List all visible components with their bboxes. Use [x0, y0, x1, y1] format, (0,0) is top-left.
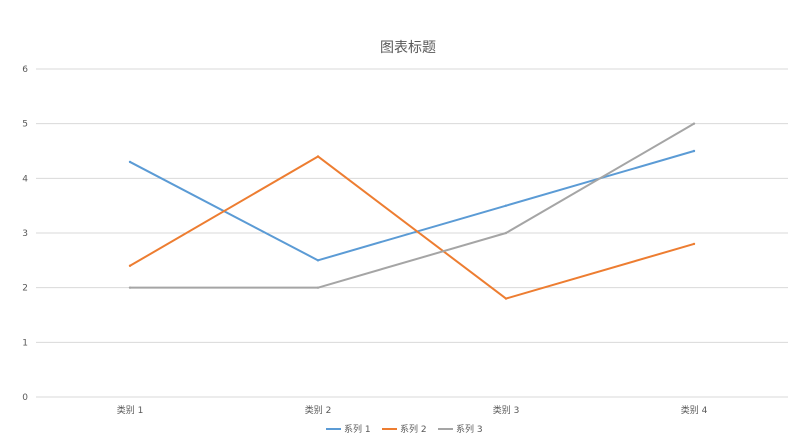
data-point [504, 204, 508, 207]
y-tick-label: 2 [22, 284, 28, 294]
data-point [504, 231, 508, 235]
series-line-3 [129, 122, 695, 289]
legend-label: 系列 2 [400, 423, 427, 435]
data-point [128, 264, 132, 267]
chart-title: 图表标题 [380, 40, 436, 56]
legend-label: 系列 3 [456, 423, 483, 435]
data-point [128, 286, 132, 289]
legend-item-1[interactable]: 系列 1 [326, 423, 371, 435]
y-tick-label: 1 [22, 338, 28, 348]
legend[interactable]: 系列 1 系列 2 系列 3 [326, 423, 483, 435]
data-point [316, 286, 320, 289]
series-line-2 [129, 155, 695, 300]
series-line-1 [129, 150, 695, 262]
data-point [316, 259, 320, 262]
data-point [692, 242, 696, 246]
y-tick-label: 6 [22, 65, 28, 75]
data-point [504, 297, 508, 300]
legend-label: 系列 1 [344, 423, 371, 435]
y-tick-label: 0 [22, 393, 28, 403]
x-tick-label: 类别 4 [681, 404, 708, 416]
data-point [692, 149, 696, 153]
x-axis-ticks: 类别 1 类别 2 类别 3 类别 4 [117, 404, 708, 416]
data-point [692, 122, 696, 125]
series-lines [128, 122, 696, 300]
x-tick-label: 类别 1 [117, 404, 144, 416]
y-axis-ticks: 0 1 2 3 4 5 6 [22, 65, 28, 403]
legend-item-3[interactable]: 系列 3 [438, 423, 483, 435]
y-tick-label: 5 [22, 120, 28, 130]
legend-item-2[interactable]: 系列 2 [382, 423, 427, 435]
data-point [128, 160, 132, 164]
x-tick-label: 类别 3 [493, 404, 520, 416]
data-point [316, 155, 320, 158]
x-tick-label: 类别 2 [305, 404, 332, 416]
y-tick-label: 3 [22, 229, 28, 239]
y-tick-label: 4 [22, 174, 28, 184]
